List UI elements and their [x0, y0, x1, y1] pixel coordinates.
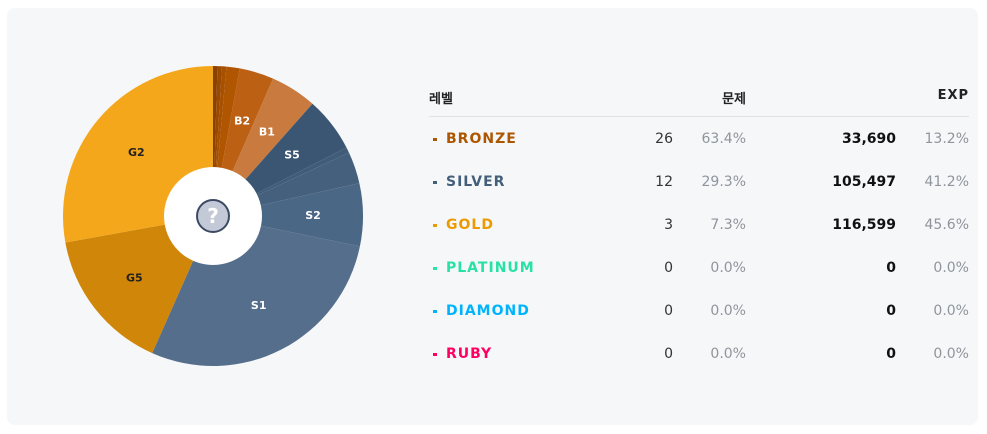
tier-label: PLATINUM [446, 260, 535, 276]
exp-percent: 0.0% [933, 346, 969, 362]
exp-percent: 13.2% [924, 131, 969, 147]
tier-stats-card: B2 B1 S5 S2 S1 G5 G2? 레벨 문제 EXP BRONZE 26 63.4% 3… [7, 8, 978, 425]
tier-label: DIAMOND [446, 303, 530, 319]
tier-row-diamond: DIAMOND 0 0.0% 0 0.0% [429, 289, 969, 332]
tier-row-silver: SILVER 12 29.3% 105,497 41.2% [429, 160, 969, 203]
tier-donut-chart: B2 B1 S5 S2 S1 G5 G2? [62, 66, 363, 367]
svg-text:?: ? [207, 204, 219, 228]
problem-count: 0 [664, 346, 673, 362]
exp-value: 0 [886, 260, 896, 276]
slice-label-b1: B1 [259, 126, 275, 139]
tier-marker-icon [433, 180, 437, 184]
problem-percent: 7.3% [710, 217, 746, 233]
header-level: 레벨 [429, 92, 453, 107]
exp-value: 116,599 [832, 217, 896, 233]
tier-label: GOLD [446, 217, 494, 233]
header-problems: 문제 [722, 92, 746, 107]
header-exp: EXP [937, 88, 969, 103]
tier-name[interactable]: GOLD [433, 217, 494, 233]
problem-count: 26 [655, 131, 673, 147]
tier-row-bronze: BRONZE 26 63.4% 33,690 13.2% [429, 117, 969, 160]
slice-label-g5: G5 [126, 272, 143, 285]
problem-percent: 0.0% [710, 346, 746, 362]
tier-name[interactable]: SILVER [433, 174, 505, 190]
problem-percent: 29.3% [701, 174, 746, 190]
tier-marker-icon [433, 309, 437, 313]
exp-value: 105,497 [832, 174, 896, 190]
problem-count: 0 [664, 260, 673, 276]
problem-count: 12 [655, 174, 673, 190]
tier-marker-icon [433, 266, 437, 270]
tier-row-platinum: PLATINUM 0 0.0% 0 0.0% [429, 246, 969, 289]
tier-marker-icon [433, 223, 437, 227]
exp-percent: 41.2% [924, 174, 969, 190]
slice-label-s2: S2 [305, 209, 321, 222]
exp-percent: 45.6% [924, 217, 969, 233]
table-header: 레벨 문제 EXP [429, 80, 969, 117]
tier-row-ruby: RUBY 0 0.0% 0 0.0% [429, 332, 969, 375]
tier-name[interactable]: DIAMOND [433, 303, 530, 319]
question-mark-icon[interactable]: ? [196, 199, 230, 233]
tier-marker-icon [433, 137, 437, 141]
problem-percent: 63.4% [701, 131, 746, 147]
problem-count: 3 [664, 217, 673, 233]
exp-percent: 0.0% [933, 303, 969, 319]
problem-percent: 0.0% [710, 303, 746, 319]
tier-label: SILVER [446, 174, 506, 190]
slice-label-s1: S1 [251, 299, 267, 312]
tier-label: RUBY [446, 346, 493, 362]
slice-label-g2: G2 [128, 146, 145, 159]
exp-value: 0 [886, 303, 896, 319]
tier-name[interactable]: RUBY [433, 346, 492, 362]
tier-label: BRONZE [446, 131, 517, 147]
tier-table: 레벨 문제 EXP BRONZE 26 63.4% 33,690 13.2% SILVER… [429, 80, 969, 375]
slice-label-b2: B2 [234, 114, 250, 127]
slice-label-s5: S5 [284, 149, 300, 162]
exp-percent: 0.0% [933, 260, 969, 276]
tier-name[interactable]: PLATINUM [433, 260, 535, 276]
pie-slice-g5[interactable] [65, 216, 213, 354]
exp-value: 0 [886, 346, 896, 362]
tier-name[interactable]: BRONZE [433, 131, 517, 147]
tier-marker-icon [433, 352, 437, 356]
pie-slice-s2[interactable] [213, 183, 363, 247]
exp-value: 33,690 [841, 131, 896, 147]
problem-count: 0 [664, 303, 673, 319]
tier-row-gold: GOLD 3 7.3% 116,599 45.6% [429, 203, 969, 246]
problem-percent: 0.0% [710, 260, 746, 276]
